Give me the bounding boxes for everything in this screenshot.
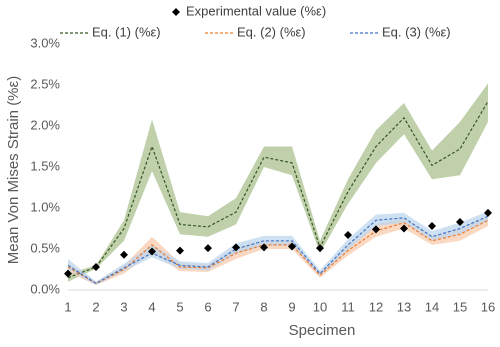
series-line xyxy=(67,101,489,279)
data-point xyxy=(344,231,352,240)
x-tick-label: 11 xyxy=(341,299,355,314)
x-tick-label: 1 xyxy=(64,299,71,314)
y-tick-label: 1.0% xyxy=(30,199,60,214)
data-point xyxy=(400,224,408,233)
x-tick-label: 16 xyxy=(481,299,495,314)
points xyxy=(64,208,492,278)
data-point xyxy=(484,208,492,217)
data-point xyxy=(148,247,156,256)
data-point xyxy=(428,222,436,231)
x-tick-label: 10 xyxy=(313,299,327,314)
data-point xyxy=(176,246,184,255)
x-tick-label: 9 xyxy=(288,299,295,314)
legend-label: Eq. (2) (%ε) xyxy=(237,24,306,39)
x-tick-label: 12 xyxy=(369,299,383,314)
data-point xyxy=(120,250,128,259)
x-tick-label: 3 xyxy=(120,299,127,314)
y-tick-label: 2.0% xyxy=(30,117,60,132)
data-point xyxy=(92,263,100,272)
x-tick-label: 6 xyxy=(204,299,211,314)
x-tick-label: 5 xyxy=(176,299,183,314)
x-tick-label: 7 xyxy=(232,299,239,314)
y-axis-title: Mean Von Mises Strain (%ε) xyxy=(5,76,22,264)
y-tick-label: 0.5% xyxy=(30,240,60,255)
x-tick-label: 4 xyxy=(148,299,155,314)
data-point xyxy=(316,244,324,253)
data-point xyxy=(372,225,380,234)
legend-label: Experimental value (%ε) xyxy=(186,3,326,18)
legend-marker xyxy=(172,8,180,16)
data-point xyxy=(64,269,72,278)
legend-label: Eq. (3) (%ε) xyxy=(382,24,451,39)
y-tick-label: 0.0% xyxy=(30,281,60,296)
legend-label: Eq. (1) (%ε) xyxy=(92,24,161,39)
lines xyxy=(67,101,489,285)
data-point xyxy=(260,243,268,252)
band xyxy=(68,83,488,282)
y-tick-label: 2.5% xyxy=(30,76,60,91)
data-point xyxy=(204,244,212,253)
series-line xyxy=(67,215,489,285)
y-tick-label: 1.5% xyxy=(30,158,60,173)
band xyxy=(68,216,488,286)
x-axis-title: Specimen xyxy=(289,322,356,339)
x-tick-label: 8 xyxy=(260,299,267,314)
data-point xyxy=(456,217,464,226)
x-tick-label: 13 xyxy=(397,299,411,314)
x-tick-label: 15 xyxy=(453,299,467,314)
x-tick-label: 14 xyxy=(425,299,439,314)
y-tick-label: 3.0% xyxy=(30,35,60,50)
data-point xyxy=(232,243,240,252)
bands xyxy=(68,83,488,286)
x-tick-label: 2 xyxy=(92,299,99,314)
data-point xyxy=(288,242,296,251)
series-line xyxy=(67,219,489,285)
